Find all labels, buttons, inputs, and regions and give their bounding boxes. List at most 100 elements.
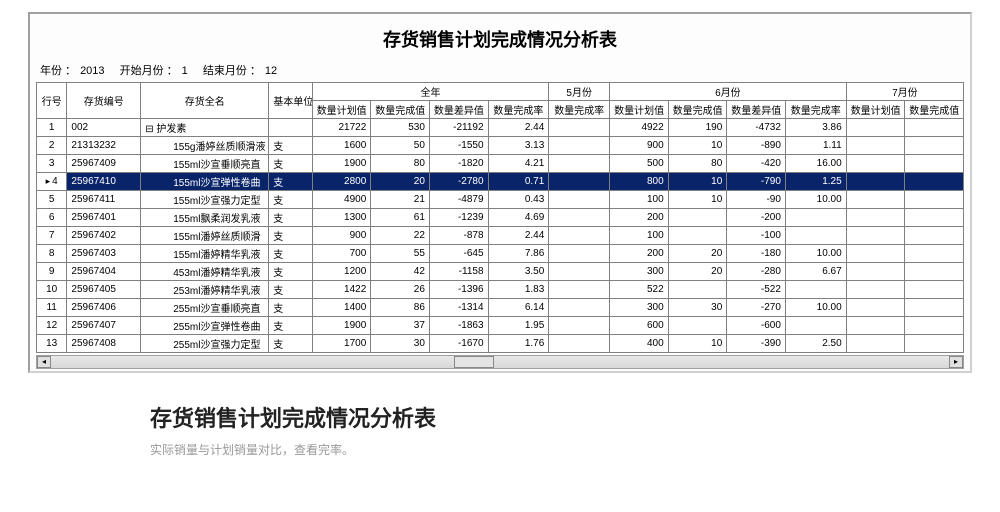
cell[interactable]: 0.71 — [488, 173, 549, 191]
scroll-left-button[interactable]: ◂ — [37, 356, 51, 368]
cell[interactable]: 10.00 — [785, 245, 846, 263]
table-row[interactable]: 1225967407255ml沙宣弹性卷曲支190037-18631.95600… — [37, 317, 964, 335]
cell[interactable]: -21192 — [429, 119, 488, 137]
grid-body[interactable]: 1002护发素21722530-211922.444922190-47323.8… — [37, 119, 964, 353]
cell[interactable] — [549, 245, 610, 263]
cell[interactable] — [905, 299, 964, 317]
cell[interactable]: 25967409 — [67, 155, 141, 173]
cell[interactable]: 支 — [269, 281, 312, 299]
table-row[interactable]: 325967409155ml沙宣垂顺亮直支190080-18204.215008… — [37, 155, 964, 173]
cell[interactable]: 支 — [269, 299, 312, 317]
table-row[interactable]: 1002护发素21722530-211922.444922190-47323.8… — [37, 119, 964, 137]
cell[interactable]: 22 — [371, 227, 430, 245]
cell[interactable]: -600 — [727, 317, 786, 335]
cell[interactable] — [846, 173, 905, 191]
cell[interactable]: 3.13 — [488, 137, 549, 155]
cell[interactable]: 支 — [269, 137, 312, 155]
cell[interactable]: -100 — [727, 227, 786, 245]
cell[interactable]: -90 — [727, 191, 786, 209]
cell[interactable]: 190 — [668, 119, 727, 137]
scroll-thumb[interactable] — [454, 356, 494, 368]
cell[interactable]: 1.11 — [785, 137, 846, 155]
cell[interactable]: 20 — [371, 173, 430, 191]
col-unit[interactable]: 基本单位 — [269, 83, 312, 119]
table-row[interactable]: 725967402155ml潘婷丝质顺滑支90022-8782.44100-10… — [37, 227, 964, 245]
table-row[interactable]: 925967404453ml潘婷精华乳液支120042-11583.503002… — [37, 263, 964, 281]
cell[interactable]: -645 — [429, 245, 488, 263]
cell[interactable]: 253ml潘婷精华乳液 — [141, 281, 269, 299]
col-m7-plan[interactable]: 数量计划值 — [846, 101, 905, 119]
cell[interactable]: 0.43 — [488, 191, 549, 209]
cell[interactable]: 800 — [610, 173, 669, 191]
table-row[interactable]: 221313232155g潘婷丝质顺滑液支160050-15503.139001… — [37, 137, 964, 155]
cell[interactable]: 200 — [610, 209, 669, 227]
cell[interactable]: 9 — [37, 263, 67, 281]
cell[interactable]: 7.86 — [488, 245, 549, 263]
cell[interactable]: 42 — [371, 263, 430, 281]
table-row[interactable]: 425967410155ml沙宣弹性卷曲支280020-27800.718001… — [37, 173, 964, 191]
col-m6-rate[interactable]: 数量完成率 — [785, 101, 846, 119]
col-m7-done[interactable]: 数量完成值 — [905, 101, 964, 119]
cell[interactable] — [668, 317, 727, 335]
col-code[interactable]: 存货编号 — [67, 83, 141, 119]
cell[interactable]: 11 — [37, 299, 67, 317]
cell[interactable] — [668, 227, 727, 245]
cell[interactable] — [905, 335, 964, 353]
cell[interactable]: 002 — [67, 119, 141, 137]
col-fy-done[interactable]: 数量完成值 — [371, 101, 430, 119]
cell[interactable]: 155ml沙宣强力定型 — [141, 191, 269, 209]
cell[interactable]: 6 — [37, 209, 67, 227]
cell[interactable]: 3.50 — [488, 263, 549, 281]
cell[interactable]: 200 — [610, 245, 669, 263]
cell[interactable]: 155ml飘柔润发乳液 — [141, 209, 269, 227]
cell[interactable]: 6.14 — [488, 299, 549, 317]
cell[interactable] — [846, 119, 905, 137]
cell[interactable]: -4732 — [727, 119, 786, 137]
cell[interactable]: -1820 — [429, 155, 488, 173]
cell[interactable] — [846, 191, 905, 209]
cell[interactable]: 1300 — [312, 209, 371, 227]
cell[interactable]: 4.21 — [488, 155, 549, 173]
cell[interactable]: 13 — [37, 335, 67, 353]
cell[interactable]: 155g潘婷丝质顺滑液 — [141, 137, 269, 155]
cell[interactable]: 453ml潘婷精华乳液 — [141, 263, 269, 281]
cell[interactable]: 37 — [371, 317, 430, 335]
cell[interactable]: 25967406 — [67, 299, 141, 317]
cell[interactable]: 10.00 — [785, 191, 846, 209]
cell[interactable]: 30 — [371, 335, 430, 353]
cell[interactable]: -2780 — [429, 173, 488, 191]
cell[interactable]: 155ml潘婷精华乳液 — [141, 245, 269, 263]
cell[interactable]: 12 — [37, 317, 67, 335]
cell[interactable]: 522 — [610, 281, 669, 299]
cell[interactable]: 300 — [610, 299, 669, 317]
cell[interactable]: 1600 — [312, 137, 371, 155]
cell[interactable]: 支 — [269, 209, 312, 227]
col-m6-diff[interactable]: 数量差异值 — [727, 101, 786, 119]
cell[interactable]: 25967411 — [67, 191, 141, 209]
cell[interactable]: 1700 — [312, 335, 371, 353]
cell[interactable]: 2.44 — [488, 119, 549, 137]
cell[interactable] — [905, 173, 964, 191]
cell[interactable] — [549, 137, 610, 155]
cell[interactable] — [846, 137, 905, 155]
cell[interactable]: 255ml沙宣弹性卷曲 — [141, 317, 269, 335]
cell[interactable]: -1550 — [429, 137, 488, 155]
col-group-m7[interactable]: 7月份 — [846, 83, 963, 101]
cell[interactable]: 支 — [269, 227, 312, 245]
cell[interactable]: 1400 — [312, 299, 371, 317]
cell[interactable] — [549, 119, 610, 137]
cell[interactable]: 8 — [37, 245, 67, 263]
cell[interactable]: 1 — [37, 119, 67, 137]
cell[interactable]: 4922 — [610, 119, 669, 137]
cell[interactable] — [905, 209, 964, 227]
col-name[interactable]: 存货全名 — [141, 83, 269, 119]
cell[interactable]: 25967405 — [67, 281, 141, 299]
cell[interactable]: 10 — [668, 137, 727, 155]
cell[interactable] — [905, 317, 964, 335]
col-fy-plan[interactable]: 数量计划值 — [312, 101, 371, 119]
cell[interactable]: 1.83 — [488, 281, 549, 299]
cell[interactable]: 支 — [269, 335, 312, 353]
cell[interactable]: -200 — [727, 209, 786, 227]
cell[interactable] — [905, 227, 964, 245]
cell[interactable]: 100 — [610, 191, 669, 209]
